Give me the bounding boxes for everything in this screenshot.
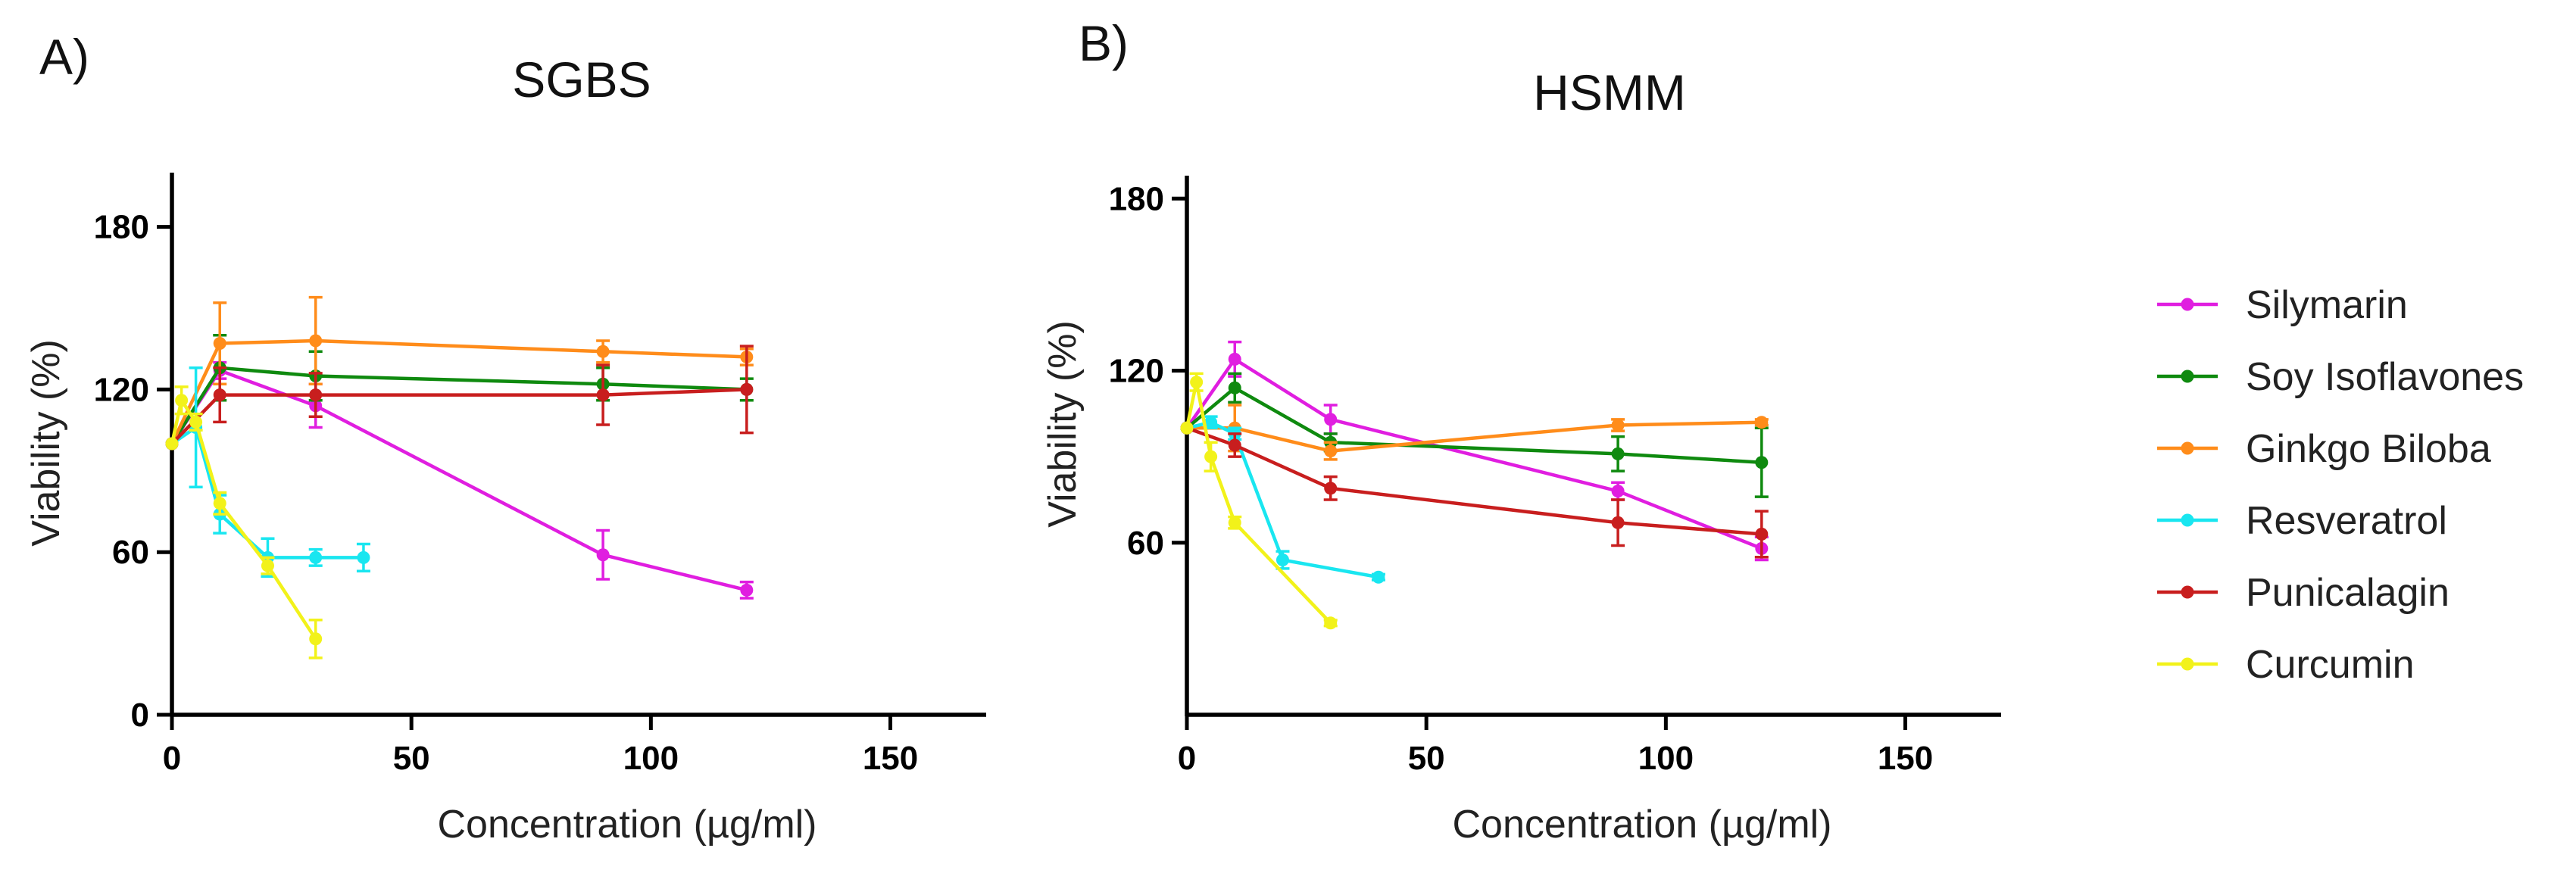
legend-swatch-marker — [2181, 657, 2194, 671]
legend-item-punicalagin: Punicalagin — [2157, 571, 2450, 615]
legend-item-silymarin: Silymarin — [2157, 283, 2408, 327]
panel-a-data-point — [596, 345, 610, 358]
panel-b-series-punicalagin — [1180, 421, 1769, 559]
panel-b-series-curcumin — [1180, 372, 1338, 630]
panel-a-data-point — [309, 550, 323, 564]
panel-a-data-point — [309, 388, 323, 402]
panel-a-data-point — [175, 394, 189, 407]
legend-swatch-marker — [2181, 298, 2194, 311]
panel-b-data-point — [1276, 553, 1289, 566]
panel-b-x-axis-title: Concentration (µg/ml) — [1452, 803, 1831, 847]
panel-b-x-tick-label: 0 — [1178, 740, 1196, 777]
panel-a: A) SGBS Concentration (µg/ml) Viability … — [24, 29, 986, 847]
panel-b-series-ginkgo-biloba — [1180, 404, 1769, 461]
panel-b-data-point — [1611, 418, 1625, 432]
panel-a-y-tick-label: 0 — [131, 697, 149, 734]
legend-label: Resveratrol — [2246, 499, 2447, 543]
panel-b-data-point — [1372, 570, 1385, 584]
panel-a-letter: A) — [39, 29, 89, 85]
panel-b-data-point — [1324, 413, 1338, 426]
panel-b-data-point — [1228, 381, 1241, 394]
panel-a-data-point — [213, 388, 226, 402]
panel-b-letter: B) — [1079, 15, 1129, 71]
panel-a-data-point — [309, 334, 323, 348]
panel-a-series-resveratrol — [165, 366, 370, 578]
panel-a-data-point — [596, 548, 610, 562]
legend-item-ginkgo-biloba: Ginkgo Biloba — [2157, 427, 2491, 471]
panel-b-y-tick-label: 180 — [1109, 180, 1164, 217]
panel-a-series-curcumin — [165, 385, 323, 660]
panel-a-x-tick-label: 100 — [623, 740, 679, 777]
panel-b-x-tick-label: 150 — [1878, 740, 1933, 777]
panel-b-title: HSMM — [1533, 64, 1686, 120]
legend-swatch-marker — [2181, 441, 2194, 455]
panel-b-plot-area: 60 120 180 0 50 100 150 — [1109, 176, 2001, 777]
panel-a-title: SGBS — [512, 51, 651, 108]
panel-b-data-point — [1204, 416, 1218, 429]
panel-b-data-point — [1228, 516, 1241, 529]
panel-b: B) HSMM Concentration (µg/ml) Viability … — [1041, 15, 2001, 847]
panel-b-data-point — [1324, 616, 1338, 630]
panel-a-series-line-silymarin — [170, 368, 748, 592]
panel-b-series-line-punicalagin — [1186, 426, 1762, 536]
legend-swatch-marker — [2181, 370, 2194, 383]
panel-a-data-point — [165, 437, 179, 451]
panel-a-data-point — [213, 497, 226, 510]
panel-b-y-tick-label: 60 — [1127, 525, 1164, 562]
panel-a-x-axis-title: Concentration (µg/ml) — [437, 803, 817, 847]
legend-swatch-marker — [2181, 585, 2194, 599]
panel-a-data-point — [596, 388, 610, 402]
panel-a-data-point — [189, 415, 203, 429]
panel-b-data-point — [1228, 438, 1241, 452]
panel-b-y-tick-label: 120 — [1109, 353, 1164, 390]
panel-a-x-tick-label: 150 — [863, 740, 918, 777]
panel-a-y-axis-title: Viability (%) — [24, 339, 68, 547]
legend-item-curcumin: Curcumin — [2157, 643, 2415, 687]
panel-b-x-tick-label: 100 — [1638, 740, 1694, 777]
panel-a-data-point — [740, 583, 754, 597]
panel-a-plot-area: 0 60 120 180 0 50 100 150 — [94, 173, 986, 777]
panel-a-data-point — [740, 382, 754, 396]
panel-b-data-point — [1611, 447, 1625, 460]
panel-a-data-point — [213, 337, 226, 351]
panel-a-y-tick-label: 60 — [112, 534, 149, 571]
panel-a-series-line-curcumin — [170, 396, 317, 641]
panel-b-y-axis-title: Viability (%) — [1041, 320, 1085, 528]
panel-a-y-tick-label: 180 — [94, 209, 149, 246]
panel-a-series-silymarin — [165, 360, 754, 600]
legend-swatch-marker — [2181, 513, 2194, 527]
panel-a-series-punicalagin — [165, 345, 754, 451]
panel-b-data-point — [1204, 450, 1218, 463]
panel-b-data-point — [1324, 444, 1338, 458]
legend-item-resveratrol: Resveratrol — [2157, 499, 2447, 543]
panel-a-y-tick-label: 120 — [94, 371, 149, 408]
panel-b-data-point — [1180, 421, 1194, 435]
panel-b-data-point — [1190, 376, 1204, 389]
panel-a-data-point — [309, 632, 323, 646]
legend-label: Ginkgo Biloba — [2246, 427, 2491, 471]
panel-b-data-point — [1324, 482, 1338, 495]
panel-a-series-line-soy-isoflavones — [170, 366, 747, 445]
legend-label: Punicalagin — [2246, 571, 2450, 615]
panel-b-data-point — [1755, 456, 1769, 469]
panel-b-series-line-silymarin — [1185, 357, 1763, 550]
panel-a-x-tick-label: 0 — [163, 740, 181, 777]
legend-label: Silymarin — [2246, 283, 2408, 327]
panel-a-series-ginkgo-biloba — [165, 295, 754, 451]
panel-a-x-tick-label: 50 — [393, 740, 430, 777]
panel-a-series-line-punicalagin — [170, 388, 747, 445]
panel-a-data-point — [357, 550, 370, 564]
legend-item-soy-isoflavones: Soy Isoflavones — [2157, 355, 2524, 399]
legend-label: Soy Isoflavones — [2246, 355, 2524, 399]
panel-b-data-point — [1755, 527, 1769, 541]
panel-b-x-tick-label: 50 — [1408, 740, 1445, 777]
panel-b-data-point — [1228, 352, 1241, 366]
panel-b-data-point — [1611, 485, 1625, 498]
legend-label: Curcumin — [2246, 643, 2415, 687]
panel-b-data-point — [1611, 516, 1625, 529]
panel-b-data-point — [1755, 416, 1769, 429]
panel-a-data-point — [261, 559, 274, 572]
legend: Silymarin Soy Isoflavones Ginkgo Biloba Res… — [2157, 283, 2524, 687]
